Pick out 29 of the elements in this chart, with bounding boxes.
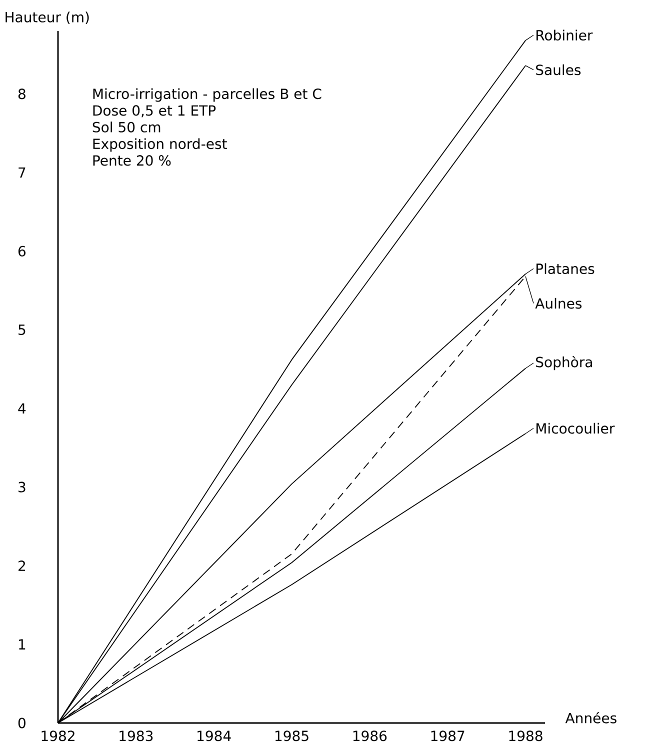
y-tick-label: 1 xyxy=(19,639,26,650)
annotation: Pente 20 % xyxy=(93,155,171,166)
y-tick-label: 5 xyxy=(18,324,26,336)
x-tick-label: 1987 xyxy=(431,730,464,742)
legend-label: Sophòra xyxy=(536,356,592,370)
x-axis-title: Années xyxy=(565,712,616,724)
y-tick-label: 4 xyxy=(18,403,26,414)
x-tick-label: 1985 xyxy=(275,730,308,742)
annotation: Sol 50 cm xyxy=(92,122,160,132)
legend-label: Micocoulier xyxy=(536,422,615,434)
legend-label: Saules xyxy=(536,64,581,76)
y-tick-label: 6 xyxy=(18,246,26,256)
y-tick-label: 8 xyxy=(18,88,26,100)
x-tick-label: 1984 xyxy=(198,730,231,742)
x-tick-label: 1988 xyxy=(509,730,542,742)
y-axis-title: Hauteur (m) xyxy=(6,12,89,24)
legend-label: Platanes xyxy=(536,263,594,274)
y-tick-label: 2 xyxy=(18,560,25,571)
y-tick-label: 7 xyxy=(18,167,26,178)
annotation: Dose 0,5 et 1 ETP xyxy=(93,105,216,118)
x-tick-label: 1983 xyxy=(120,730,153,742)
x-tick-label: 1982 xyxy=(42,730,74,742)
y-tick-label: 0 xyxy=(18,718,26,728)
y-tick-label: 3 xyxy=(18,482,26,492)
series-label: Aulnes xyxy=(535,298,582,309)
annotation: Exposition nord-est xyxy=(93,138,227,152)
annotation: Micro-irrigation - parcelles B et C xyxy=(93,88,322,102)
legend-label: Robinier xyxy=(536,30,593,41)
x-tick-label: 1986 xyxy=(353,730,387,742)
